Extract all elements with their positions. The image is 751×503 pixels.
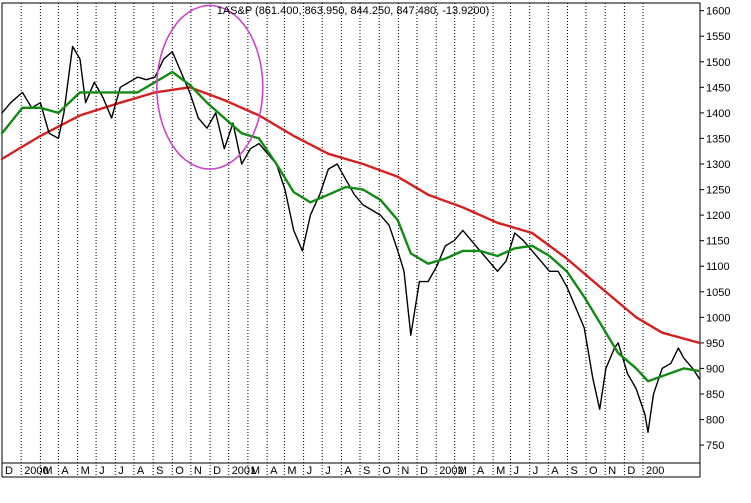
x-tick-label: A [477,465,485,477]
x-tick-label: 2001 [232,465,256,477]
x-tick-label: M [251,465,260,477]
y-tick-label: 800 [706,415,724,427]
plot-frame [1,2,701,464]
x-tick-label: D [627,465,635,477]
x-tick-label: J [325,465,331,477]
y-tick-label: 950 [706,338,724,350]
x-tick-label: J [118,465,124,477]
series-line-price [1,45,701,433]
x-tick-label: A [270,465,278,477]
chart-title: 1AS&P (861.400, 863.950, 844.250, 847.48… [217,5,490,17]
y-tick-label: 1000 [706,312,730,324]
x-tick-label: S [571,465,578,477]
x-tick-label: 2000 [24,465,48,477]
x-tick-label: M [287,465,296,477]
y-tick-label: 1500 [706,57,730,69]
x-tick-label: M [43,465,52,477]
y-tick-label: 1300 [706,159,730,171]
x-tick-label: N [194,465,202,477]
series-line-moving-average-long [0,86,701,345]
y-axis: 750 800 850 900 950 1000 1050 1100 1150 1200 1250 1… [700,6,730,452]
x-tick-label: S [156,465,163,477]
x-tick-label: S [363,465,370,477]
x-tick-label: J [99,465,105,477]
x-tick-label: M [496,465,505,477]
x-tick-label: J [307,465,313,477]
x-tick-label: J [533,465,539,477]
y-tick-label: 850 [706,389,724,401]
y-tick-label: 1150 [706,236,730,248]
x-tick-label: A [344,465,352,477]
x-tick-label: O [175,465,184,477]
y-tick-label: 1400 [706,108,730,120]
x-tick-label: M [458,465,467,477]
y-tick-label: 1200 [706,210,730,222]
annotation-layer [156,4,264,170]
y-tick-label: 1550 [706,31,730,43]
series-layer [0,45,701,433]
x-tick-label: D [5,465,13,477]
x-tick-label: O [589,465,598,477]
x-tick-label: N [401,465,409,477]
series-line-moving-average-short [0,70,701,383]
y-tick-label: 900 [706,363,724,375]
x-tick-label: D [213,465,221,477]
x-tick-label: M [81,465,90,477]
y-tick-label: 1600 [706,6,730,18]
y-tick-label: 1100 [706,261,730,273]
x-tick-label: A [551,465,559,477]
highlight-ellipse [156,4,264,170]
x-tick-label: N [608,465,616,477]
y-tick-label: 750 [706,440,724,452]
x-tick-label: D [420,465,428,477]
x-tick-label: O [382,465,391,477]
x-tick-label: J [514,465,520,477]
y-tick-label: 1450 [706,82,730,94]
x-tick-label: 200 [646,465,664,477]
x-tick-label: A [137,465,145,477]
y-tick-label: 1050 [706,287,730,299]
y-tick-label: 1350 [706,133,730,145]
x-tick-label: 2002 [439,465,463,477]
y-tick-label: 1250 [706,185,730,197]
vertical-gridlines [20,3,644,477]
x-tick-label: A [61,465,69,477]
